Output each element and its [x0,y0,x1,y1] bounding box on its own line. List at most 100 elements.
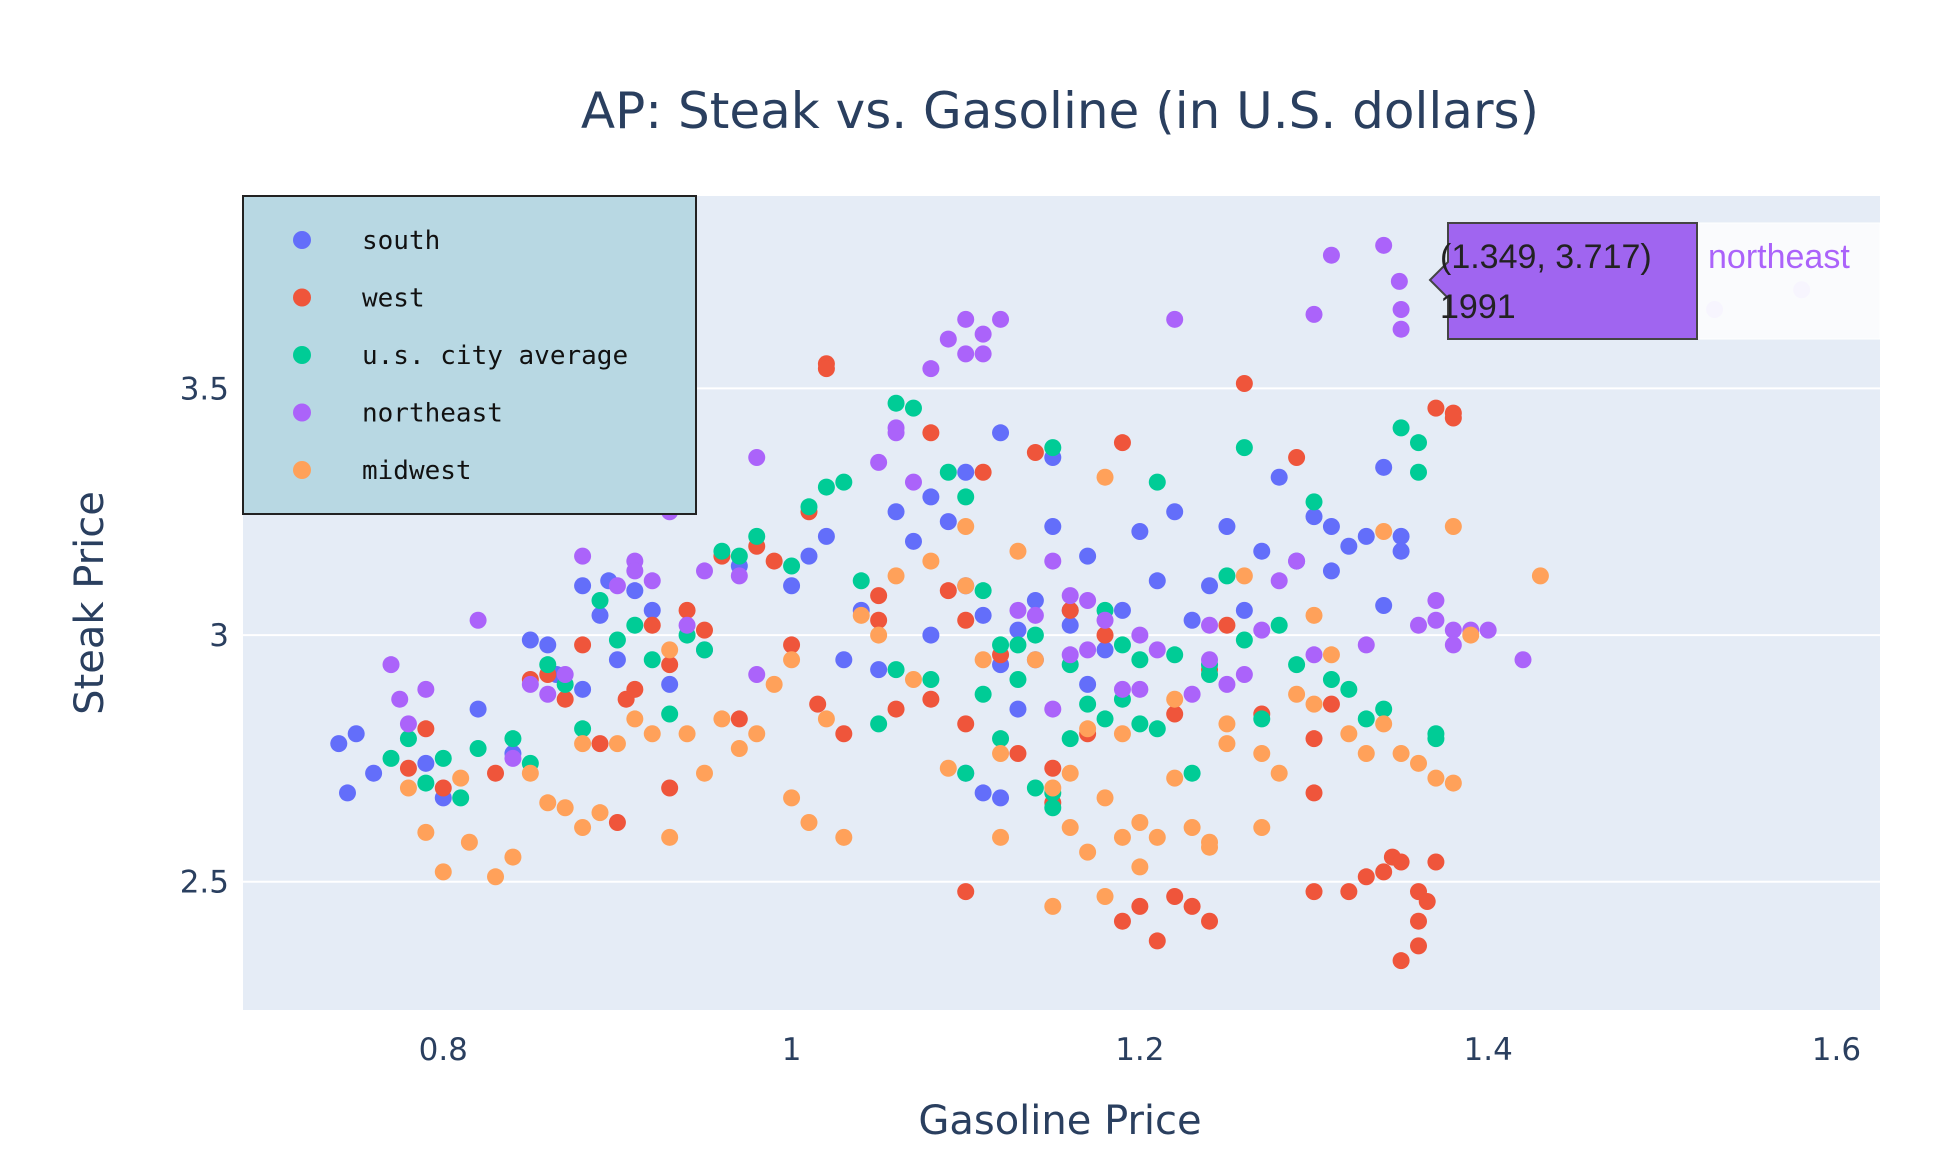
data-point[interactable] [1061,730,1079,748]
data-point[interactable] [608,735,626,753]
data-point[interactable] [1305,305,1323,323]
data-point[interactable] [1392,300,1410,318]
data-point[interactable] [922,670,940,688]
legend-label[interactable]: u.s. city average [362,341,628,371]
data-point[interactable] [800,814,818,832]
data-point[interactable] [1201,577,1219,595]
data-point[interactable] [365,764,383,782]
data-point[interactable] [1166,503,1184,521]
data-point[interactable] [992,828,1010,846]
data-point[interactable] [521,764,539,782]
data-point[interactable] [1131,897,1149,915]
data-point[interactable] [1375,863,1393,881]
data-point[interactable] [887,503,905,521]
data-point[interactable] [1061,764,1079,782]
data-point[interactable] [1166,310,1184,328]
data-point[interactable] [626,680,644,698]
data-point[interactable] [1375,715,1393,733]
data-point[interactable] [626,562,644,580]
data-point[interactable] [957,577,975,595]
data-point[interactable] [661,828,679,846]
data-point[interactable] [887,394,905,412]
data-point[interactable] [904,399,922,417]
data-point[interactable] [1096,888,1114,906]
data-point[interactable] [1096,611,1114,629]
data-point[interactable] [1392,853,1410,871]
data-point[interactable] [835,725,853,743]
data-point[interactable] [1166,769,1184,787]
data-point[interactable] [1044,552,1062,570]
data-point[interactable] [1462,626,1480,644]
data-point[interactable] [939,759,957,777]
data-point[interactable] [417,680,435,698]
data-point[interactable] [1131,858,1149,876]
data-point[interactable] [347,725,365,743]
data-point[interactable] [556,690,574,708]
data-point[interactable] [957,715,975,733]
data-point[interactable] [1026,444,1044,462]
data-point[interactable] [783,577,801,595]
data-point[interactable] [574,680,592,698]
data-point[interactable] [974,582,992,600]
data-point[interactable] [1444,621,1462,639]
data-point[interactable] [1270,468,1288,486]
legend-marker[interactable] [293,288,311,307]
data-point[interactable] [957,883,975,901]
data-point[interactable] [661,675,679,693]
data-point[interactable] [1340,725,1358,743]
data-point[interactable] [1444,774,1462,792]
data-point[interactable] [1253,621,1271,639]
data-point[interactable] [730,567,748,585]
data-point[interactable] [1061,587,1079,605]
data-point[interactable] [539,685,557,703]
data-point[interactable] [748,527,766,545]
data-point[interactable] [1444,636,1462,654]
data-point[interactable] [1096,641,1114,659]
data-point[interactable] [1410,937,1428,955]
data-point[interactable] [939,582,957,600]
data-point[interactable] [1427,592,1445,610]
data-point[interactable] [643,725,661,743]
data-point[interactable] [887,661,905,679]
data-point[interactable] [452,769,470,787]
data-point[interactable] [417,774,435,792]
data-point[interactable] [643,651,661,669]
data-point[interactable] [1270,764,1288,782]
data-point[interactable] [835,651,853,669]
data-point[interactable] [1392,419,1410,437]
data-point[interactable] [974,345,992,363]
data-point[interactable] [1357,636,1375,654]
data-point[interactable] [1061,601,1079,619]
data-point[interactable] [1131,626,1149,644]
data-point[interactable] [1166,646,1184,664]
data-point[interactable] [1375,700,1393,718]
data-point[interactable] [800,547,818,565]
data-point[interactable] [504,730,522,748]
data-point[interactable] [1322,670,1340,688]
data-point[interactable] [1235,601,1253,619]
data-point[interactable] [1131,680,1149,698]
data-point[interactable] [643,616,661,634]
data-point[interactable] [1113,636,1131,654]
data-point[interactable] [608,631,626,649]
data-point[interactable] [1148,641,1166,659]
data-point[interactable] [1079,720,1097,738]
data-point[interactable] [1427,853,1445,871]
data-point[interactable] [1218,715,1236,733]
data-point[interactable] [521,675,539,693]
data-point[interactable] [713,542,731,560]
data-point[interactable] [1113,601,1131,619]
data-point[interactable] [1201,912,1219,930]
data-point[interactable] [974,606,992,624]
data-point[interactable] [1235,631,1253,649]
data-point[interactable] [1427,730,1445,748]
data-point[interactable] [574,720,592,738]
legend-marker[interactable] [293,461,311,479]
data-point[interactable] [1079,547,1097,565]
data-point[interactable] [1166,888,1184,906]
data-point[interactable] [1322,518,1340,536]
data-point[interactable] [887,700,905,718]
data-point[interactable] [1166,690,1184,708]
data-point[interactable] [992,424,1010,442]
data-point[interactable] [730,740,748,758]
